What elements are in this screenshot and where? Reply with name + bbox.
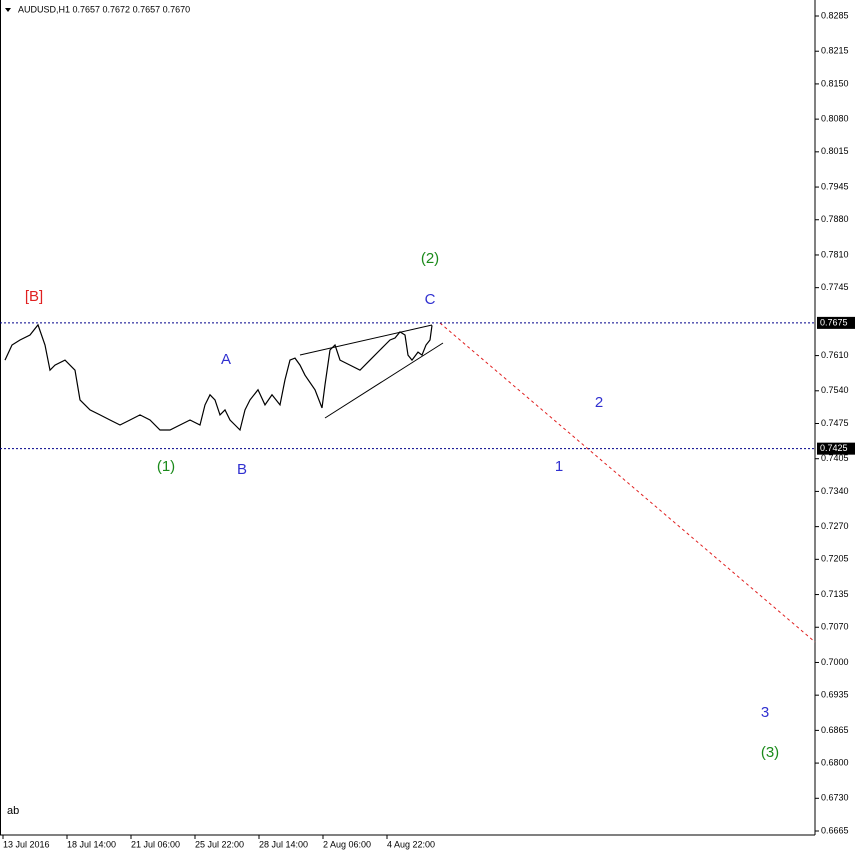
y-tick-label: 0.7405 <box>821 453 849 463</box>
level-label: 0.7425 <box>820 443 848 453</box>
wave-label: (2) <box>421 250 439 267</box>
y-tick-label: 0.7135 <box>821 589 849 599</box>
y-tick-label: 0.6730 <box>821 793 849 803</box>
y-tick-label: 0.7540 <box>821 385 849 395</box>
wave-label: (3) <box>761 744 779 761</box>
x-tick-label: 18 Jul 14:00 <box>67 839 116 849</box>
wave-label: B <box>237 461 247 478</box>
y-tick-label: 0.7270 <box>821 521 849 531</box>
y-tick-label: 0.7475 <box>821 418 849 428</box>
x-tick-label: 21 Jul 06:00 <box>131 839 180 849</box>
wave-label: C <box>425 291 436 308</box>
wave-label: [B] <box>25 288 43 305</box>
menu-arrow[interactable] <box>5 8 11 12</box>
y-tick-label: 0.7340 <box>821 486 849 496</box>
wave-label: 2 <box>595 394 603 411</box>
wave-label: (1) <box>157 458 175 475</box>
y-tick-label: 0.7205 <box>821 554 849 564</box>
x-tick-label: 28 Jul 14:00 <box>259 839 308 849</box>
y-tick-label: 0.6865 <box>821 725 849 735</box>
x-tick-label: 13 Jul 2016 <box>3 839 50 849</box>
level-label-bg <box>817 316 855 329</box>
y-tick-label: 0.7945 <box>821 181 849 191</box>
y-tick-label: 0.8285 <box>821 10 849 20</box>
y-tick-label: 0.7810 <box>821 249 849 259</box>
y-tick-label: 0.8015 <box>821 146 849 156</box>
price-line <box>4 323 433 432</box>
y-tick-label: 0.8215 <box>821 46 849 56</box>
y-tick-label: 0.7070 <box>821 622 849 632</box>
wave-label: A <box>221 351 231 368</box>
x-tick-label: 4 Aug 22:00 <box>387 839 435 849</box>
y-tick-label: 0.8080 <box>821 114 849 124</box>
y-tick-label: 0.6665 <box>821 825 849 835</box>
wedge-lower <box>324 342 444 419</box>
y-tick-label: 0.7880 <box>821 214 849 224</box>
wave-label: 1 <box>555 458 563 475</box>
x-tick-label: 2 Aug 06:00 <box>323 839 371 849</box>
y-tick-label: 0.7745 <box>821 282 849 292</box>
y-tick-label: 0.8150 <box>821 78 849 88</box>
y-tick-label: 0.6935 <box>821 690 849 700</box>
level-label-bg <box>817 442 855 455</box>
chart-title: AUDUSD,H1 0.7657 0.7672 0.7657 0.7670 <box>18 4 190 14</box>
y-tick-label: 0.7610 <box>821 350 849 360</box>
wedge-upper <box>299 324 433 356</box>
x-tick-label: 25 Jul 22:00 <box>195 839 244 849</box>
level-label: 0.7675 <box>820 317 848 327</box>
y-tick-label: 0.6800 <box>821 757 849 767</box>
y-tick-label: 0.7000 <box>821 657 849 667</box>
corner-text: ab <box>7 805 19 817</box>
wave-label: 3 <box>761 704 769 721</box>
projection-line <box>439 322 816 643</box>
